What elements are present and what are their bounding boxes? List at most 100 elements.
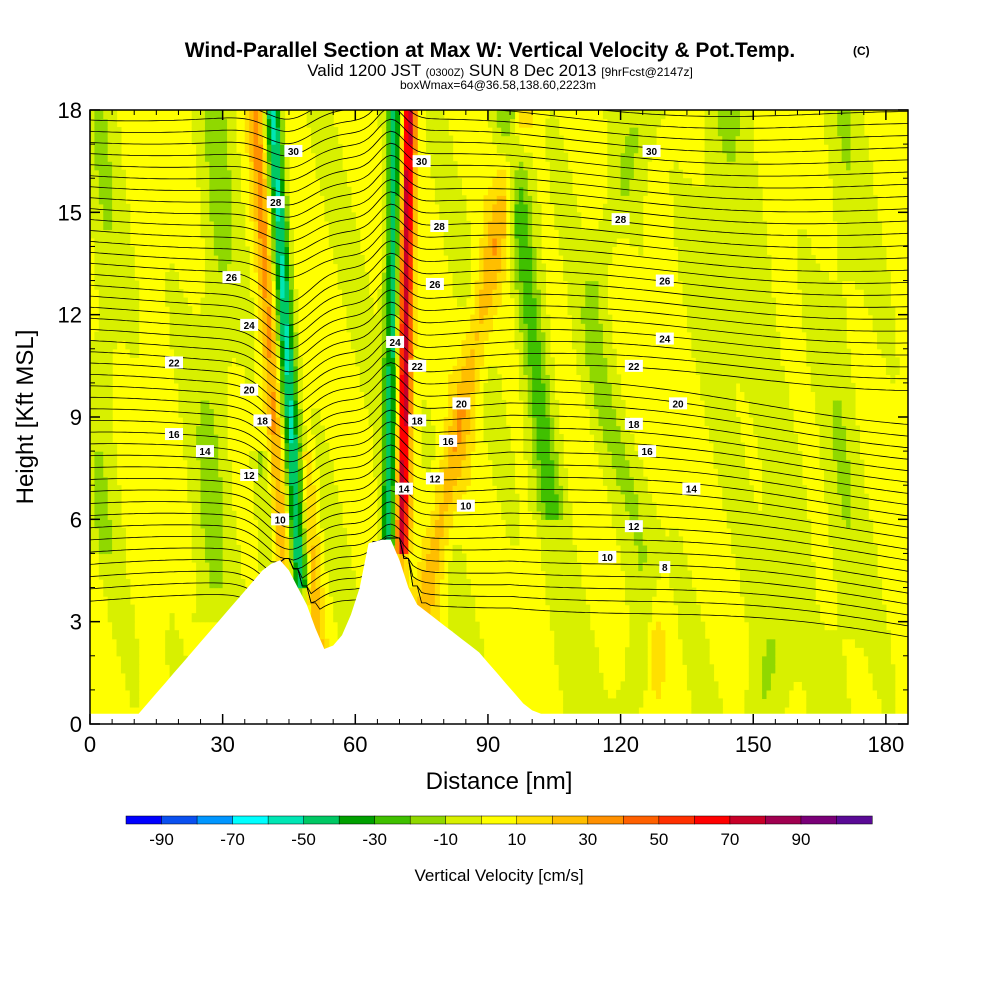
velocity-cell bbox=[218, 110, 224, 120]
velocity-cell bbox=[315, 169, 321, 179]
velocity-cell bbox=[275, 553, 281, 563]
velocity-cell bbox=[527, 365, 533, 375]
velocity-cell bbox=[563, 536, 569, 546]
velocity-cell bbox=[655, 118, 661, 128]
velocity-cell bbox=[284, 306, 290, 316]
velocity-cell bbox=[571, 254, 577, 265]
velocity-cell bbox=[492, 434, 498, 444]
velocity-cell bbox=[191, 348, 197, 358]
velocity-cell bbox=[182, 340, 188, 350]
velocity-cell bbox=[496, 212, 502, 222]
velocity-cell bbox=[293, 570, 299, 580]
velocity-cell bbox=[492, 220, 498, 230]
velocity-cell bbox=[187, 468, 193, 478]
velocity-cell bbox=[602, 374, 608, 384]
velocity-cell bbox=[284, 408, 290, 418]
velocity-cell bbox=[200, 135, 206, 145]
velocity-cell bbox=[655, 655, 661, 665]
velocity-cell bbox=[589, 408, 595, 418]
velocity-cell bbox=[328, 135, 334, 145]
velocity-cell bbox=[98, 331, 104, 341]
velocity-cell bbox=[311, 527, 317, 537]
velocity-cell bbox=[103, 135, 109, 145]
velocity-cell bbox=[523, 399, 529, 410]
velocity-cell bbox=[426, 579, 432, 589]
velocity-cell bbox=[342, 195, 348, 205]
velocity-cell bbox=[324, 161, 330, 171]
velocity-cell bbox=[510, 220, 516, 230]
velocity-cell bbox=[439, 212, 445, 222]
velocity-cell bbox=[456, 229, 463, 239]
velocity-cell bbox=[426, 459, 432, 469]
velocity-cell bbox=[196, 476, 202, 486]
velocity-cell bbox=[306, 502, 312, 512]
velocity-cell bbox=[576, 331, 582, 341]
velocity-cell bbox=[598, 442, 604, 452]
velocity-cell bbox=[629, 698, 635, 708]
velocity-cell bbox=[103, 297, 109, 307]
velocity-cell bbox=[359, 348, 365, 358]
velocity-cell bbox=[465, 237, 471, 248]
velocity-cell bbox=[541, 314, 547, 324]
velocity-cell bbox=[514, 297, 520, 307]
velocity-cell bbox=[655, 570, 661, 580]
velocity-cell bbox=[271, 263, 277, 273]
velocity-cell bbox=[381, 331, 387, 341]
velocity-cell bbox=[448, 425, 454, 435]
velocity-cell bbox=[275, 118, 281, 128]
velocity-cell bbox=[355, 289, 361, 299]
velocity-cell bbox=[209, 195, 215, 205]
velocity-cell bbox=[390, 280, 396, 290]
velocity-cell bbox=[112, 118, 118, 128]
velocity-cell bbox=[545, 425, 551, 435]
velocity-cell bbox=[196, 365, 202, 375]
velocity-cell bbox=[377, 365, 383, 375]
velocity-cell bbox=[258, 254, 264, 265]
velocity-cell bbox=[98, 391, 104, 401]
velocity-cell bbox=[125, 630, 131, 640]
velocity-cell bbox=[638, 485, 644, 495]
velocity-cell bbox=[563, 587, 569, 597]
velocity-cell bbox=[231, 127, 237, 137]
velocity-cell bbox=[633, 689, 639, 700]
velocity-cell bbox=[532, 280, 538, 290]
velocity-cell bbox=[510, 178, 516, 188]
velocity-cell bbox=[496, 237, 502, 248]
velocity-cell bbox=[536, 459, 542, 469]
velocity-cell bbox=[258, 553, 264, 563]
velocity-cell bbox=[218, 263, 224, 273]
velocity-cell bbox=[333, 161, 339, 171]
velocity-cell bbox=[94, 493, 100, 503]
velocity-cell bbox=[280, 331, 286, 341]
velocity-cell bbox=[284, 365, 290, 375]
velocity-cell bbox=[90, 178, 96, 188]
velocity-cell bbox=[200, 348, 206, 358]
velocity-cell bbox=[549, 553, 555, 563]
velocity-cell bbox=[297, 587, 303, 597]
velocity-cell bbox=[98, 502, 104, 512]
velocity-cell bbox=[461, 553, 467, 563]
velocity-cell bbox=[642, 118, 648, 128]
box-info: boxWmax=64@36.58,138.60,2223m bbox=[400, 78, 596, 92]
velocity-cell bbox=[589, 664, 595, 674]
velocity-cell bbox=[487, 212, 493, 222]
velocity-cell bbox=[191, 357, 197, 367]
velocity-cell bbox=[98, 399, 104, 410]
velocity-cell bbox=[629, 689, 635, 700]
velocity-cell bbox=[222, 391, 228, 401]
velocity-cell bbox=[585, 604, 591, 614]
velocity-cell bbox=[288, 417, 294, 427]
velocity-cell bbox=[350, 212, 356, 222]
velocity-cell bbox=[319, 630, 325, 640]
velocity-cell bbox=[443, 476, 449, 486]
velocity-cell bbox=[554, 621, 560, 631]
velocity-cell bbox=[607, 382, 613, 393]
velocity-cell bbox=[523, 195, 529, 205]
velocity-cell bbox=[213, 127, 219, 137]
velocity-cell bbox=[602, 323, 608, 333]
velocity-cell bbox=[196, 493, 202, 503]
velocity-cell bbox=[465, 220, 471, 230]
velocity-cell bbox=[571, 544, 577, 555]
velocity-cell bbox=[545, 152, 551, 162]
velocity-cell bbox=[222, 425, 228, 435]
